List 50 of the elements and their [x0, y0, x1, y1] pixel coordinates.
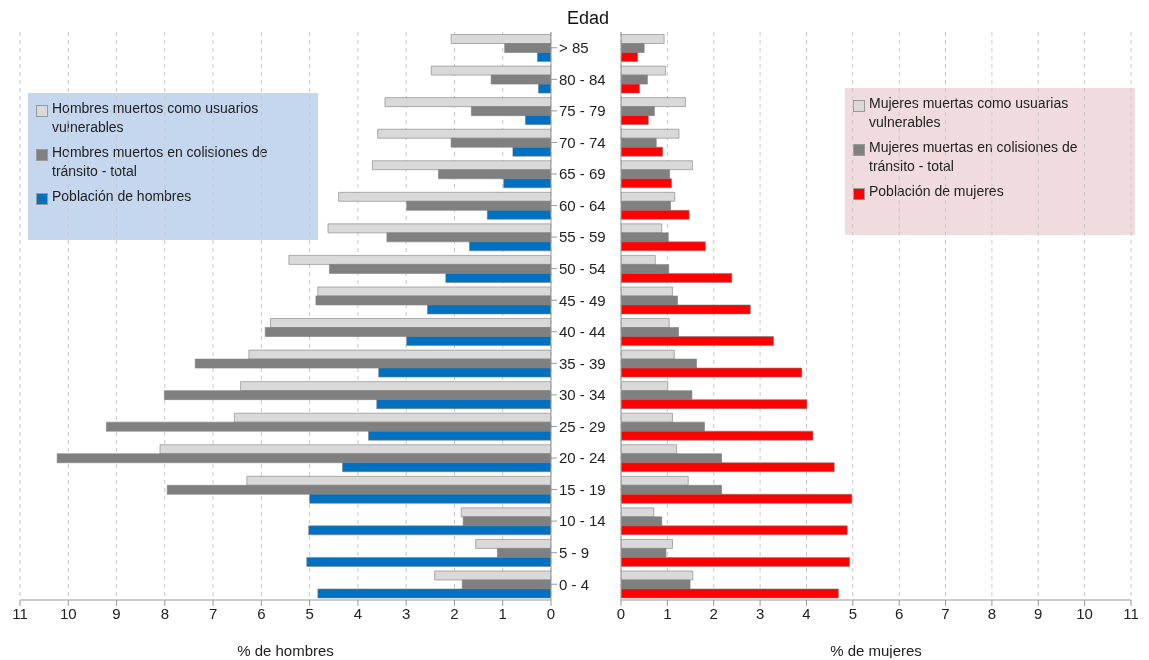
y-tick-label: 15 - 19 [559, 480, 606, 498]
x-tick-label: 3 [755, 604, 765, 622]
y-tick-label: 60 - 64 [559, 196, 606, 214]
x-tick-label: 1 [498, 604, 507, 622]
y-tick-label: 25 - 29 [559, 417, 606, 435]
legend-label: Población de mujeres [869, 182, 1004, 201]
x-tick-label: 10 [1076, 604, 1093, 622]
legend-label: Mujeres muertas como usuarias vulnerables [869, 94, 1070, 132]
y-tick-label: 75 - 79 [559, 102, 606, 120]
y-tick-label: 55 - 59 [559, 228, 606, 246]
legend-label: Población de hombres [52, 187, 192, 206]
y-tick-label: 5 - 9 [559, 543, 590, 561]
y-tick-label: 80 - 84 [559, 70, 606, 88]
y-tick-label: > 85 [559, 39, 589, 57]
x-tick-label: 9 [1034, 604, 1043, 622]
x-tick-label: 2 [709, 604, 718, 622]
legend-label: Hombres muertos como usuarios vulnerables [52, 99, 260, 137]
x-tick-label: 9 [112, 604, 121, 622]
y-tick-label: 0 - 4 [559, 575, 590, 593]
x-tick-label: 4 [802, 604, 811, 622]
x-tick-label: 11 [12, 604, 28, 622]
x-tick-label: 11 [1123, 604, 1139, 622]
y-tick-label: 40 - 44 [559, 323, 606, 341]
y-tick-label: 35 - 39 [559, 354, 606, 372]
y-tick-label: 30 - 34 [559, 386, 606, 404]
x-tick-label: 7 [208, 604, 218, 622]
x-axis-title: % de hombres [237, 642, 334, 659]
y-tick-label: 45 - 49 [559, 291, 606, 309]
y-tick-label: 65 - 69 [559, 165, 606, 183]
y-tick-label: 20 - 24 [559, 449, 606, 467]
y-tick-label: 10 - 14 [559, 512, 606, 530]
x-tick-label: 7 [941, 604, 950, 622]
legend-label: Hombres muertos en colisiones de tránsito - total [52, 143, 269, 181]
x-tick-label: 1 [663, 604, 672, 622]
x-tick-label: 5 [305, 604, 314, 622]
x-tick-label: 0 [616, 604, 626, 622]
x-tick-label: 10 [59, 604, 77, 622]
x-tick-label: 0 [546, 604, 556, 622]
y-tick-label: 50 - 54 [559, 259, 606, 277]
x-tick-label: 2 [450, 604, 459, 622]
x-tick-label: 8 [160, 604, 169, 622]
y-tick-label: 70 - 74 [559, 133, 606, 151]
x-tick-label: 3 [402, 604, 411, 622]
x-tick-label: 5 [848, 604, 857, 622]
x-tick-label: 4 [353, 604, 363, 622]
x-tick-label: 6 [257, 604, 266, 622]
y-axis-title: Edad [565, 8, 610, 29]
x-tick-label: 8 [987, 604, 997, 622]
legend-label: Mujeres muertas en colisiones de tránsito - total [869, 138, 1079, 176]
x-tick-label: 6 [895, 604, 904, 622]
